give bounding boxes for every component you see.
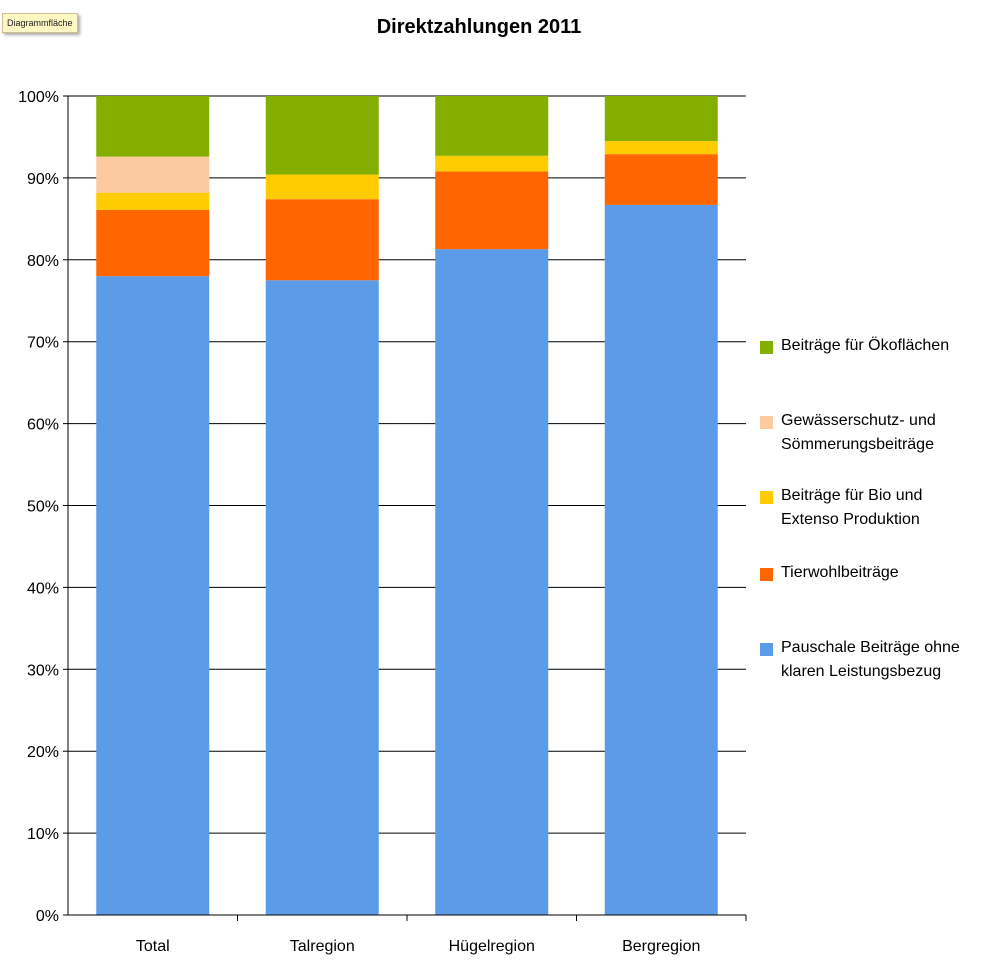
bar-segment xyxy=(96,209,210,277)
y-tick-label: 10% xyxy=(27,826,59,843)
legend-item: Tierwohlbeiträge xyxy=(760,564,899,585)
legend-swatch xyxy=(760,643,773,656)
bar-segment xyxy=(435,96,549,156)
y-tick-label: 80% xyxy=(27,253,59,270)
bar-segment xyxy=(604,204,718,915)
bar-segment xyxy=(96,276,210,915)
legend-label: Beiträge für Bio und Extenso Produktion xyxy=(781,487,923,528)
x-tick-label: Hügelregion xyxy=(449,938,535,955)
legend-swatch xyxy=(760,416,773,429)
y-tick-label: 30% xyxy=(27,662,59,679)
x-tick-label: Talregion xyxy=(290,938,355,955)
x-tick-label: Bergregion xyxy=(622,938,700,955)
bar-segment xyxy=(435,171,549,250)
y-tick-label: 100% xyxy=(18,89,59,106)
bar-segment xyxy=(604,141,718,155)
legend-swatch xyxy=(760,491,773,504)
bar-segment xyxy=(435,155,549,172)
chart-title: Direktzahlungen 2011 xyxy=(376,16,582,38)
y-tick-label: 60% xyxy=(27,417,59,434)
y-tick-label: 50% xyxy=(27,499,59,516)
bar-segment xyxy=(604,154,718,205)
bar-segment xyxy=(96,96,210,157)
legend-item: Gewässerschutz- und Sömmerungsbeiträge xyxy=(760,412,936,457)
bar-segment xyxy=(604,96,718,142)
bar-segment xyxy=(96,192,210,210)
y-tick-label: 40% xyxy=(27,580,59,597)
bar-segment xyxy=(265,96,379,175)
legend-label: Pauschale Beiträge ohne klaren Leistungs… xyxy=(781,639,960,680)
x-tick-label: Total xyxy=(136,938,170,955)
y-tick-label: 90% xyxy=(27,171,59,188)
legend-item: Beiträge für Ökoflächen xyxy=(760,337,949,358)
y-tick-label: 20% xyxy=(27,744,59,761)
bar-segment xyxy=(265,280,379,915)
legend-label: Beiträge für Ökoflächen xyxy=(781,337,950,354)
chart-area-tooltip: Diagrammfläche xyxy=(2,13,78,33)
legend-label: Tierwohlbeiträge xyxy=(781,564,899,581)
bar-segment xyxy=(435,249,549,915)
bar-segment xyxy=(96,156,210,193)
legend-label: Gewässerschutz- und Sömmerungsbeiträge xyxy=(781,412,936,453)
legend-swatch xyxy=(760,341,773,354)
legend-swatch xyxy=(760,568,773,581)
bar-segment xyxy=(265,174,379,200)
y-tick-label: 70% xyxy=(27,335,59,352)
legend-item: Beiträge für Bio und Extenso Produktion xyxy=(760,487,922,532)
bar-segment xyxy=(265,199,379,281)
legend-item: Pauschale Beiträge ohne klaren Leistungs… xyxy=(760,639,960,684)
y-tick-label: 0% xyxy=(36,908,59,925)
